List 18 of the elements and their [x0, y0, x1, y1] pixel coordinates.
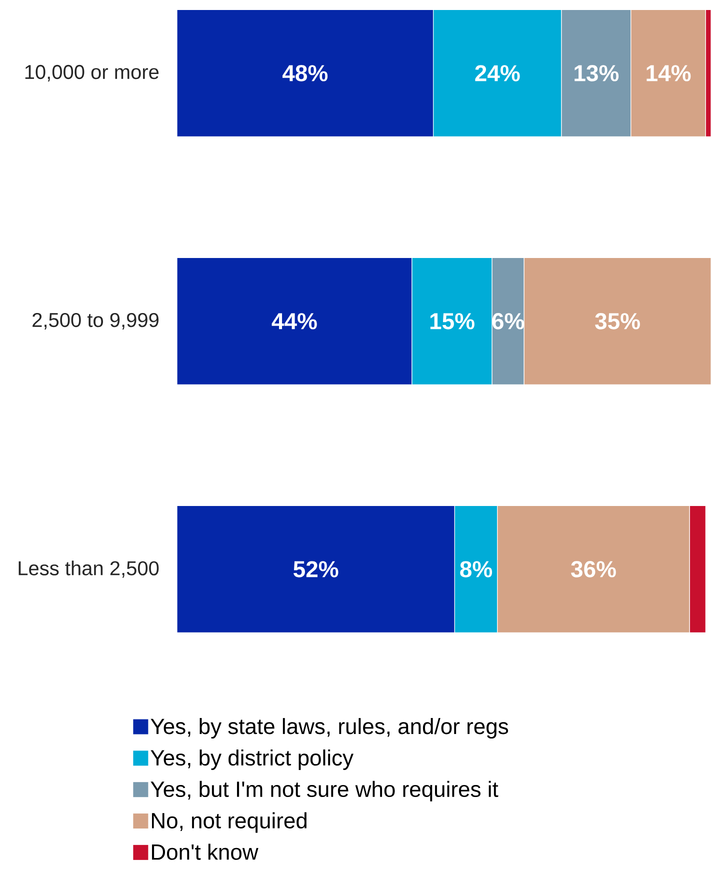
legend-label: Yes, but I'm not sure who requires it	[150, 780, 498, 802]
legend-label: Yes, by district policy	[150, 749, 354, 770]
data-label: 52%	[294, 561, 338, 578]
data-label: 36%	[571, 561, 616, 578]
legend-label: Yes, by state laws, rules, and/or regs	[150, 718, 508, 739]
legend-label: Don't know	[152, 844, 258, 860]
data-label: 48%	[282, 65, 328, 82]
data-label: 14%	[646, 65, 691, 82]
data-label: 15%	[430, 313, 474, 330]
y-tick-label: 10,000 or more	[25, 64, 159, 82]
y-tick-label: 2,500 to 9,999	[32, 312, 158, 330]
legend-label: No, not required	[152, 812, 306, 833]
data-label: 8%	[460, 561, 492, 578]
data-label: 44%	[272, 313, 317, 330]
y-tick-label: Less than 2,500	[18, 560, 159, 578]
data-label: 35%	[595, 313, 640, 330]
data-label: 13%	[574, 65, 619, 82]
data-label: 24%	[475, 65, 520, 82]
